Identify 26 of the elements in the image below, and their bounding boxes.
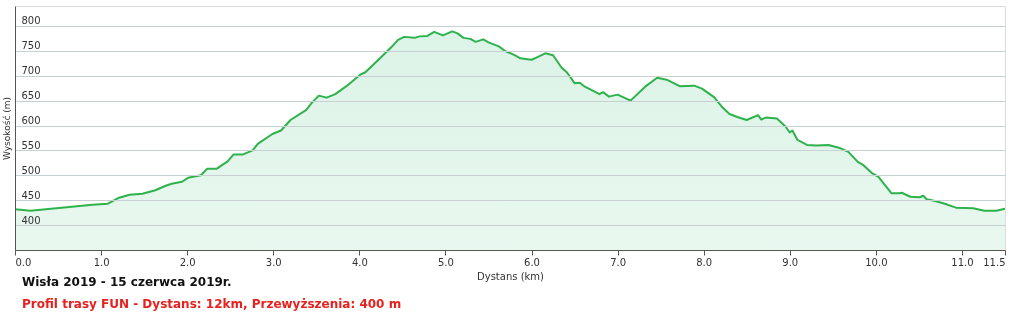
y-tick-label: 400	[21, 214, 41, 226]
x-axis-title: Dystans (km)	[477, 270, 545, 282]
x-tick-label: 4.0	[351, 256, 368, 268]
y-tick-label: 800	[21, 15, 41, 27]
x-tick-label: 9.0	[782, 256, 799, 268]
y-axis-title: Wysokość (m)	[1, 97, 12, 160]
x-tick-label: 2.0	[179, 256, 196, 268]
x-tick-label: 8.0	[696, 256, 713, 268]
y-tick-label: 550	[21, 139, 41, 151]
y-tick-label: 700	[21, 65, 41, 77]
y-tick-label: 600	[21, 115, 41, 127]
x-tick-label: 11.0	[951, 256, 974, 268]
y-tick-label: 500	[21, 164, 41, 176]
x-tick-label: 0.0	[15, 256, 32, 268]
x-tick-label: 3.0	[265, 256, 282, 268]
y-tick-label: 650	[21, 90, 41, 102]
x-tick-label: 11.5	[983, 256, 1006, 268]
y-tick-label: 450	[21, 189, 41, 201]
x-tick-label: 10.0	[865, 256, 888, 268]
x-tick-label: 1.0	[93, 256, 110, 268]
x-tick-label: 6.0	[524, 256, 540, 268]
x-tick-label: 5.0	[437, 256, 454, 268]
y-tick-label: 750	[21, 40, 41, 52]
text: Wisła 2019 - 15 czerwca 2019r.	[22, 275, 232, 289]
x-tick-label: 7.0	[610, 256, 627, 268]
text: Profil trasy FUN - Dystans: 12km, Przewyższenia: 400 m	[22, 297, 402, 311]
